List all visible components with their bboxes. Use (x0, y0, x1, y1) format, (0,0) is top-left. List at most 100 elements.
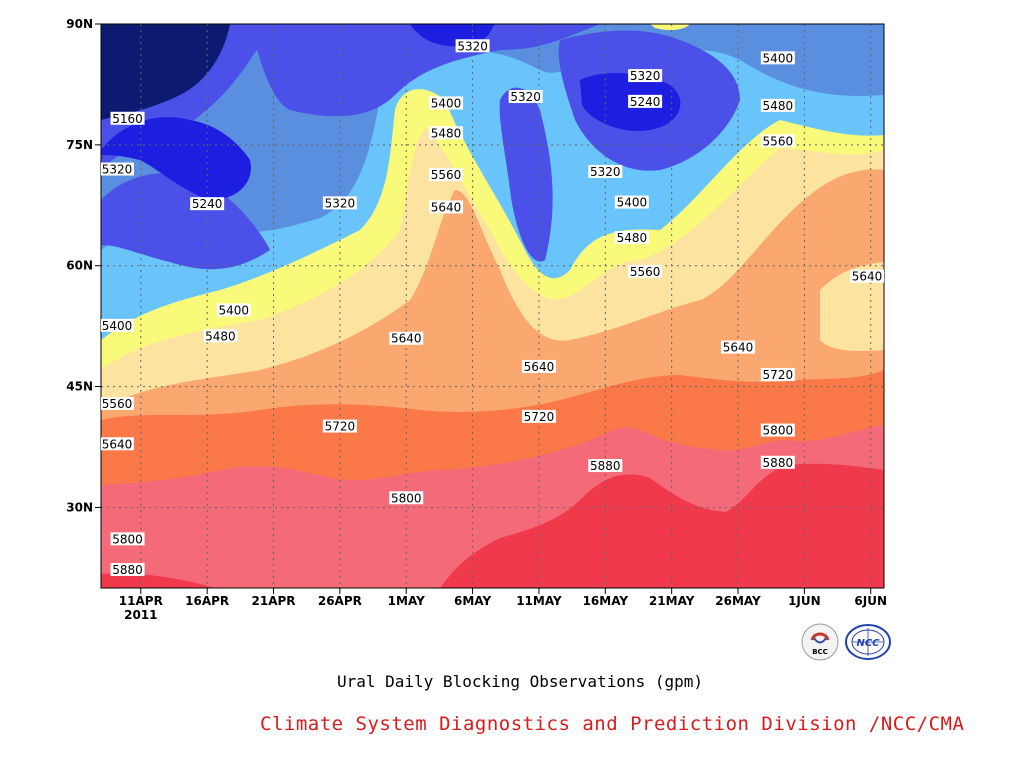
contour-label-box (588, 164, 623, 178)
contour-label: 5720 (760, 367, 795, 382)
contour-label-box (508, 90, 543, 104)
contour-label-text: 5400 (763, 51, 794, 65)
contour-label-text: 5400 (431, 96, 462, 110)
contour-label-text: 5480 (205, 329, 236, 343)
contour-label-box (429, 96, 464, 110)
contour-label: 5640 (721, 340, 756, 355)
y-tick-label: 60N (66, 259, 93, 273)
contour-label-box (760, 98, 795, 112)
contour-label-text: 5320 (590, 165, 621, 179)
contour-label-text: 5320 (457, 39, 488, 53)
fill-5240-5320-b (250, 24, 600, 117)
contour-labels: 5160 5320 5240 5320 5400 5400 5480 5560 5640 5800… (101, 39, 884, 577)
contour-label-box (110, 532, 145, 546)
chart-title: Ural Daily Blocking Observations (gpm) (336, 672, 704, 691)
contour-label-box (429, 200, 464, 214)
contour-label-text: 5640 (852, 270, 883, 284)
contour-label: 5400 (429, 96, 464, 110)
contour-label: 5800 (110, 532, 145, 546)
contour-label: 5640 (389, 331, 424, 346)
x-tick-label: 21MAY (649, 594, 695, 608)
contour-label-box (101, 318, 134, 332)
contour-label-box (216, 303, 251, 317)
contour-label: 5320 (455, 39, 490, 53)
contour-label-text: 5320 (630, 69, 661, 83)
contour-label-box (614, 231, 649, 245)
contour-label: 5560 (101, 396, 134, 411)
contour-label-text: 5800 (391, 491, 422, 505)
contour-label-box (101, 162, 134, 176)
contour-label: 5320 (628, 69, 663, 83)
contour-label: 5880 (760, 455, 795, 470)
contour-label-box (110, 562, 145, 576)
contour-label-box (101, 396, 134, 410)
contour-label-box (721, 340, 756, 354)
contour-label-box (455, 39, 490, 53)
contour-label: 5560 (760, 134, 795, 148)
contour-label-box (760, 455, 795, 469)
x-tick-label: 11APR (119, 594, 163, 608)
contour-label-text: 5560 (431, 168, 462, 182)
y-tick-label: 75N (66, 138, 93, 152)
x-tick-label: 21APR (252, 594, 296, 608)
contour-label-text: 5640 (391, 332, 422, 346)
x-tick-label: 1JUN (788, 594, 821, 608)
credit-line: Climate System Diagnostics and Predictio… (260, 713, 965, 735)
contour-label-box (429, 168, 464, 182)
x-tick-label: 16APR (185, 594, 229, 608)
contour-label-text: 5880 (763, 456, 794, 470)
contour-label-text: 5640 (102, 437, 133, 451)
fill-5240-5320-c (499, 87, 553, 262)
contour-label-box (760, 367, 795, 381)
contour-label-text: 5560 (630, 265, 661, 279)
grid-lines (101, 24, 884, 588)
contour-label: 5400 (101, 318, 134, 333)
contour-label-text: 5400 (218, 304, 249, 318)
contour-label: 5480 (614, 231, 649, 245)
fill-5880-plus-left (101, 573, 215, 588)
contour-label-box (614, 195, 649, 209)
contour-label: 5480 (429, 126, 464, 140)
ncc-logo: NCC (845, 624, 891, 660)
contour-label: 5800 (389, 491, 424, 505)
contour-label: 5480 (203, 329, 238, 343)
x-tick-label: 11MAY (516, 594, 562, 608)
contour-label: 5160 (110, 111, 145, 126)
x-tick-label: 26MAY (715, 594, 761, 608)
fill-5880-plus (440, 463, 884, 588)
contour-label-box (628, 264, 663, 278)
contour-label-text: 5640 (431, 200, 462, 214)
contour-label: 5320 (588, 164, 623, 179)
contour-label: 5480 (760, 98, 795, 113)
contour-label: 5640 (521, 359, 556, 374)
contour-label-box (760, 51, 795, 65)
fill-5560-right-patch (820, 262, 884, 351)
contour-label: 5880 (588, 459, 623, 473)
contour-label: 5800 (760, 423, 795, 438)
contour-label-box (760, 423, 795, 437)
contour-label-box (628, 69, 663, 83)
contour-label-text: 5320 (102, 163, 133, 177)
contour-label-box (389, 331, 424, 345)
fill-5160-5240 (101, 117, 251, 200)
contour-label: 5640 (429, 200, 464, 214)
contour-label: 5720 (521, 409, 556, 424)
bcc-logo: BCC (801, 623, 839, 661)
contour-label-text: 5720 (763, 368, 794, 382)
contour-label: 5560 (628, 264, 663, 279)
contour-label: 5400 (760, 51, 795, 65)
contour-label-text: 5400 (102, 319, 133, 333)
contour-label: 5640 (101, 437, 134, 451)
contour-label-text: 5880 (590, 459, 621, 473)
contour-label-text: 5240 (192, 197, 223, 211)
contour-label-box (203, 329, 238, 343)
contour-label-text: 5560 (102, 397, 133, 411)
contour-label-box (322, 419, 357, 433)
fill-5240-5320-e (101, 172, 270, 270)
x-tick-label: 16MAY (583, 594, 629, 608)
contour-label-text: 5720 (524, 410, 555, 424)
contour-label-box (850, 269, 884, 283)
contour-label: 5560 (429, 168, 464, 182)
contour-label-text: 5800 (112, 532, 143, 546)
